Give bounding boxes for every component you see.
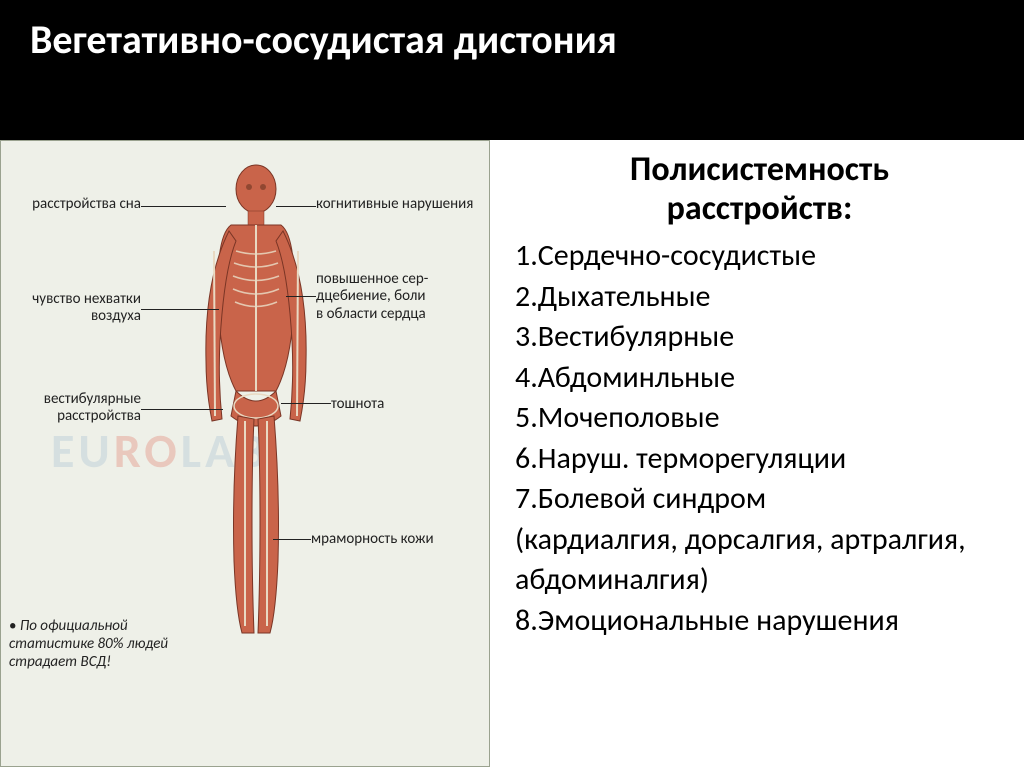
anatomy-label-right: тошнота	[331, 396, 451, 413]
statistics-note: • По официальной статистике 80% людей ст…	[9, 617, 179, 671]
anatomy-label-left: чувство нехватки воздуха	[6, 291, 141, 326]
disorder-item: 1.Сердечно-сосудистые	[515, 236, 1004, 277]
content-area: EUROLAB	[0, 140, 1024, 767]
anatomy-label-right: когнитивные нарушения	[316, 196, 486, 213]
leader-line	[286, 296, 316, 297]
disorder-item: 5.Мочеполовые	[515, 398, 1004, 439]
disorder-item: 7.Болевой синдром	[515, 479, 1004, 520]
disorder-item: 8.Эмоциональные нарушения	[515, 601, 1004, 642]
human-body-icon	[196, 161, 316, 641]
leader-line	[141, 409, 223, 410]
watermark-pre: EU	[51, 421, 114, 480]
leader-line	[281, 403, 331, 404]
leader-line	[141, 309, 219, 310]
page-title: Вегетативно-сосудистая дистония	[30, 15, 994, 64]
anatomy-label-right: повышенное сер- дцебиение, боли в област…	[316, 271, 486, 323]
anatomy-label-left: вестибулярные расстройства	[6, 391, 141, 426]
disorder-item: 6.Наруш. терморегуляции	[515, 439, 1004, 480]
disorder-list: 1.Сердечно-сосудистые2.Дыхательные3.Вест…	[515, 236, 1004, 641]
watermark-mid: RO	[114, 421, 181, 480]
title-bar: Вегетативно-сосудистая дистония	[0, 0, 1024, 140]
subtitle-line1: Полисистемность	[630, 149, 889, 190]
disorders-panel: Полисистемность расстройств: 1.Сердечно-…	[490, 140, 1024, 767]
anatomy-figure	[196, 161, 316, 641]
anatomy-label-right: мраморность кожи	[311, 531, 481, 548]
anatomy-label-left: расстройства сна	[6, 196, 141, 213]
subtitle: Полисистемность расстройств:	[515, 150, 1004, 228]
leader-line	[141, 206, 226, 207]
leader-line	[273, 539, 311, 540]
disorder-item: 4.Абдоминльные	[515, 358, 1004, 399]
disorder-item: 3.Вестибулярные	[515, 317, 1004, 358]
stat-note-text: По официальной статистике 80% людей стра…	[9, 617, 168, 671]
disorder-paren: (кардиалгия, дорсалгия, артралгия, абдом…	[515, 520, 1004, 601]
disorder-item: 2.Дыхательные	[515, 277, 1004, 318]
subtitle-line2: расстройств:	[667, 188, 853, 229]
leader-line	[276, 206, 316, 207]
anatomy-panel: EUROLAB	[0, 140, 490, 767]
